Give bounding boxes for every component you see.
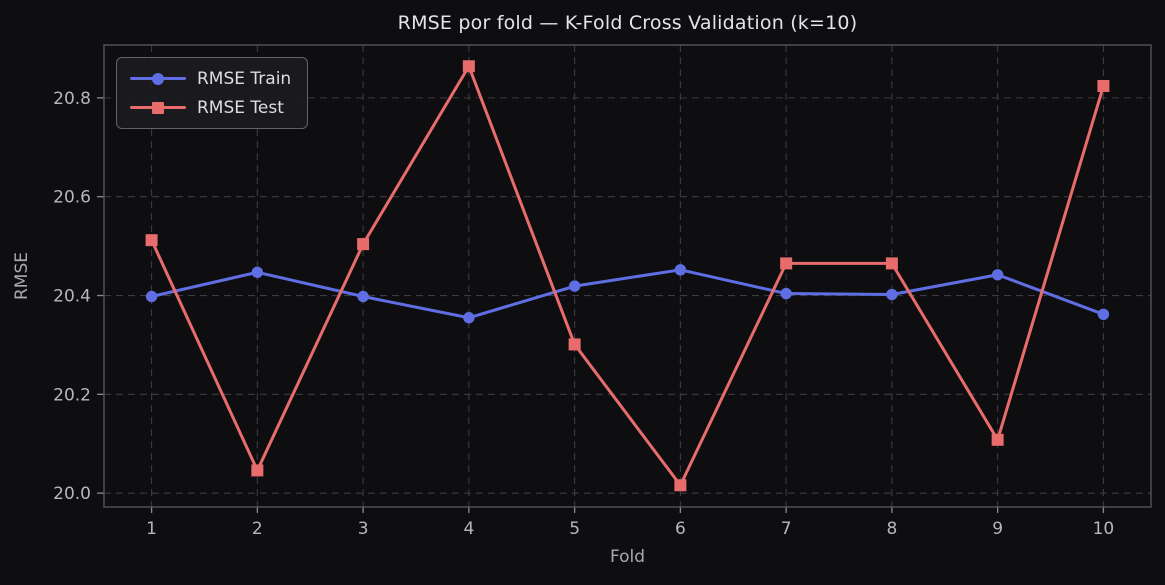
- data-point-train: [991, 269, 1004, 281]
- x-tick-label: 7: [781, 519, 792, 539]
- series-line-test: [150, 64, 1105, 487]
- data-point-test: [780, 257, 793, 270]
- data-point-test: [251, 464, 264, 477]
- x-tick-label: 4: [463, 519, 474, 539]
- x-tick-label: 6: [675, 519, 686, 539]
- x-tick-label: 1: [146, 519, 157, 539]
- data-point-train: [886, 288, 898, 301]
- data-point-test: [145, 234, 158, 247]
- x-tick-label: 5: [569, 519, 580, 539]
- series-line-train: [150, 268, 1105, 320]
- legend-test-square-marker-icon: [152, 101, 164, 114]
- data-point-train: [780, 287, 792, 300]
- x-tick-label: 2: [252, 519, 263, 539]
- x-tick-label: 9: [992, 519, 1003, 539]
- data-point-train: [357, 290, 369, 303]
- data-point-test: [991, 433, 1004, 446]
- data-point-test: [357, 238, 370, 251]
- data-point-test: [674, 479, 687, 492]
- data-point-train: [251, 266, 264, 278]
- legend: RMSE Train RMSE Test: [116, 57, 309, 129]
- y-axis-label: RMSE: [12, 251, 32, 301]
- y-tick-label: 20.2: [53, 385, 91, 405]
- x-tick-label: 8: [886, 519, 897, 539]
- legend-train-label: RMSE Train: [197, 68, 292, 89]
- legend-test-label: RMSE Test: [197, 97, 284, 118]
- data-point-train: [674, 264, 687, 276]
- data-point-train: [1097, 308, 1110, 320]
- y-tick-label: 20.4: [53, 287, 91, 307]
- data-point-test: [462, 60, 475, 73]
- y-tick-label: 20.0: [53, 484, 91, 504]
- legend-entry-train: RMSE Train: [130, 64, 291, 93]
- data-point-test: [885, 257, 898, 270]
- data-point-train: [568, 280, 581, 292]
- legend-train-circle-marker-icon: [152, 72, 164, 85]
- y-tick-label: 20.8: [53, 89, 91, 109]
- legend-entry-test: RMSE Test: [130, 93, 291, 122]
- x-axis-label: Fold: [609, 547, 646, 567]
- chart-title: RMSE por fold — K-Fold Cross Validation …: [397, 12, 858, 34]
- legend-test-sample: [130, 101, 186, 115]
- data-point-test: [1097, 80, 1110, 93]
- data-point-train: [145, 290, 158, 303]
- y-tick-label: 20.6: [53, 188, 91, 208]
- x-tick-label: 3: [358, 519, 369, 539]
- data-point-test: [568, 338, 581, 351]
- data-point-train: [463, 312, 475, 324]
- legend-train-sample: [130, 72, 186, 86]
- axes-spines: [103, 44, 1152, 508]
- x-tick-label: 10: [1093, 519, 1115, 539]
